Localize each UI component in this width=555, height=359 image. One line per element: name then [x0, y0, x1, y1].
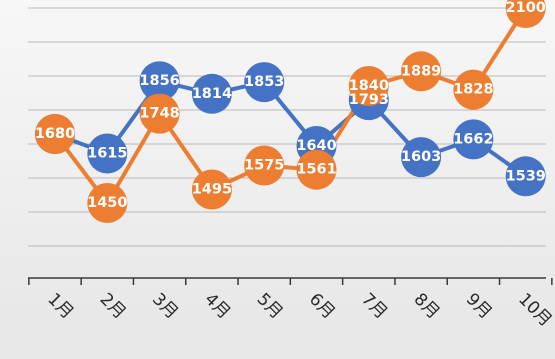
x-tick-label: 5月 [253, 289, 287, 323]
data-label: 1828 [453, 82, 493, 98]
data-label: 1748 [139, 106, 179, 122]
data-label: 2100 [506, 0, 546, 16]
x-tick-label: 6月 [305, 289, 339, 323]
point-marker [401, 51, 442, 92]
point-marker [453, 69, 494, 110]
x-tick-label: 4月 [200, 289, 234, 323]
point-marker [401, 137, 442, 178]
data-label: 1539 [506, 168, 546, 184]
point-marker [505, 0, 546, 28]
point-marker [87, 183, 128, 223]
point-marker [244, 62, 285, 103]
point-marker [139, 93, 180, 134]
data-label: 1856 [139, 73, 179, 89]
x-tick-label: 2月 [96, 289, 130, 323]
data-label: 1575 [244, 158, 284, 174]
data-label: 1889 [401, 63, 441, 79]
data-label: 1814 [192, 86, 232, 102]
point-marker [296, 149, 337, 190]
point-marker [244, 145, 285, 186]
data-label: 1495 [192, 182, 232, 198]
data-label: 1615 [87, 146, 127, 162]
data-label: 1561 [296, 162, 336, 178]
point-marker [87, 133, 128, 174]
x-axis [28, 277, 553, 285]
point-marker [505, 156, 546, 197]
series-line-1 [53, 6, 528, 205]
x-tick-label: 8月 [410, 289, 444, 323]
point-marker [191, 73, 232, 114]
data-label: 1793 [349, 92, 389, 108]
x-tick-label: 7月 [357, 289, 391, 323]
point-marker [35, 114, 75, 154]
data-points: 1680 1615 1856 1814 1853 1640 1793 1603 1662 1539… [35, 0, 546, 223]
x-tick-label: 3月 [148, 289, 182, 323]
x-tick-label: 10月 [514, 289, 555, 330]
x-tick-label: 9月 [462, 289, 496, 323]
data-label: 1840 [349, 78, 389, 94]
data-label: 1680 [35, 126, 75, 142]
data-label: 1680 [35, 126, 75, 142]
series-line-0 [54, 79, 527, 178]
point-marker [191, 169, 232, 210]
x-tick-label: 1月 [43, 289, 77, 323]
x-tick-labels: 1月 2月 3月 4月 5月 6月 7月 8月 9月 10月 [43, 289, 555, 330]
data-label: 1450 [87, 195, 127, 211]
point-marker [139, 61, 180, 102]
data-label: 1853 [244, 74, 284, 90]
data-label: 1603 [401, 149, 441, 165]
point-marker [453, 119, 494, 160]
data-label: 1662 [453, 131, 493, 147]
series-lines [53, 6, 528, 205]
point-marker [348, 66, 389, 106]
data-label: 1640 [296, 138, 336, 154]
